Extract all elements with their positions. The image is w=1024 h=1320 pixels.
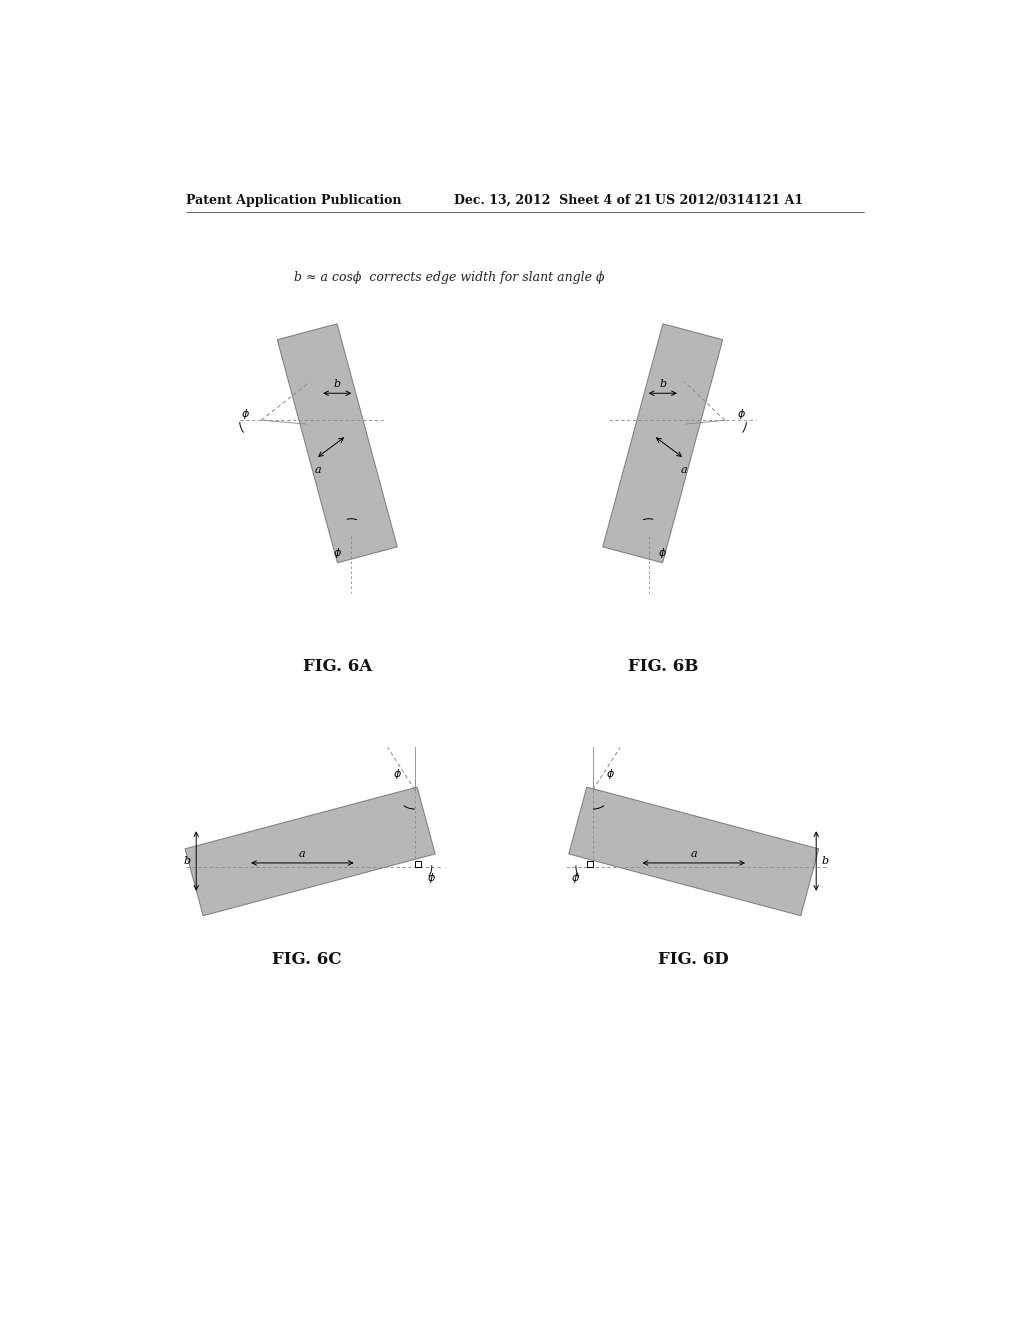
Text: FIG. 6C: FIG. 6C: [271, 950, 341, 968]
Text: FIG. 6A: FIG. 6A: [303, 659, 372, 675]
Text: a: a: [690, 850, 697, 859]
Text: a: a: [314, 465, 322, 475]
Polygon shape: [603, 323, 723, 562]
Text: Patent Application Publication: Patent Application Publication: [186, 194, 401, 207]
Text: $\phi$: $\phi$: [737, 407, 746, 421]
Text: FIG. 6D: FIG. 6D: [658, 950, 729, 968]
Text: $\phi$: $\phi$: [427, 871, 436, 886]
Text: a: a: [680, 465, 687, 475]
Text: $\phi$: $\phi$: [605, 767, 614, 781]
Text: US 2012/0314121 A1: US 2012/0314121 A1: [655, 194, 803, 207]
Text: b: b: [334, 379, 341, 389]
Bar: [415, 861, 421, 867]
Bar: [587, 861, 593, 867]
Text: b: b: [183, 855, 190, 866]
Text: $\phi$: $\phi$: [571, 871, 581, 886]
Text: a: a: [299, 850, 306, 859]
Text: b ≈ a cosϕ  corrects edge width for slant angle ϕ: b ≈ a cosϕ corrects edge width for slant…: [294, 271, 605, 284]
Text: $\phi$: $\phi$: [658, 545, 668, 560]
Polygon shape: [278, 323, 397, 562]
Text: $\phi$: $\phi$: [393, 767, 402, 781]
Polygon shape: [185, 787, 435, 916]
Text: $\phi$: $\phi$: [333, 545, 342, 560]
Text: FIG. 6B: FIG. 6B: [628, 659, 698, 675]
Text: $\phi$: $\phi$: [242, 407, 250, 421]
Text: b: b: [659, 379, 667, 389]
Text: Dec. 13, 2012  Sheet 4 of 21: Dec. 13, 2012 Sheet 4 of 21: [454, 194, 651, 207]
Text: b: b: [822, 855, 829, 866]
Polygon shape: [568, 787, 819, 916]
